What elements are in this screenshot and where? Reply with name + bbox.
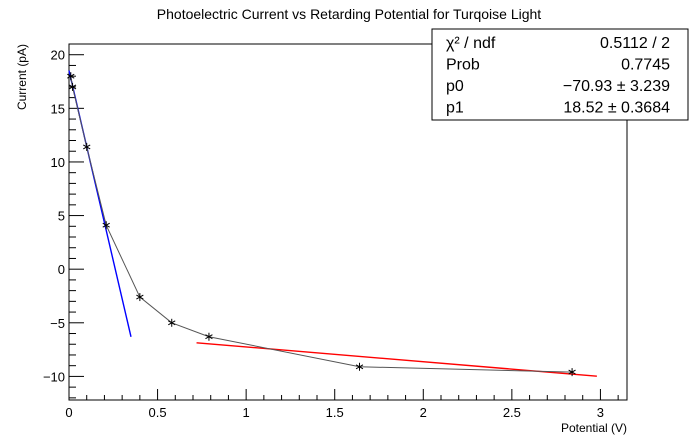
y-tick-label: −5 — [50, 316, 65, 331]
x-tick-label: 1.5 — [326, 405, 344, 420]
stats-label: p1 — [446, 100, 464, 117]
data-series — [67, 72, 576, 377]
data-point — [67, 72, 75, 81]
data-point — [205, 332, 213, 341]
data-point — [568, 368, 576, 377]
axis-ticks — [68, 43, 619, 400]
data-point — [68, 82, 77, 91]
data-point — [102, 221, 110, 230]
y-tick-label: 20 — [51, 48, 65, 63]
stats-value: 18.52 ± 0.3684 — [563, 100, 670, 117]
x-tick-label: 0 — [65, 405, 72, 420]
stats-label: p0 — [446, 78, 464, 95]
x-tick-labels: 0 0.5 1 1.5 2 2.5 3 — [65, 405, 604, 420]
y-tick-label: 10 — [51, 155, 65, 170]
y-tick-label: 15 — [51, 101, 65, 116]
data-point — [355, 362, 364, 371]
x-tick-label: 2.5 — [503, 405, 521, 420]
data-point — [136, 293, 144, 302]
x-tick-label: 3 — [597, 405, 604, 420]
y-tick-labels: −10 −5 0 5 10 15 20 — [43, 48, 65, 385]
data-point — [83, 142, 91, 151]
stats-value: 0.5112 / 2 — [600, 35, 670, 52]
y-tick-label: 0 — [58, 262, 65, 277]
x-tick-label: 1 — [243, 405, 250, 420]
y-tick-label: 5 — [58, 209, 65, 224]
y-axis-title: Current (pA) — [15, 44, 29, 110]
y-tick-label: −10 — [43, 369, 65, 384]
stats-label: χ² / ndf — [446, 35, 496, 52]
x-axis-title: Potential (V) — [561, 421, 627, 435]
stats-label: Prob — [446, 57, 480, 74]
stats-value: 0.7745 — [621, 57, 670, 74]
stats-value: −70.93 ± 3.239 — [563, 78, 670, 95]
data-point — [168, 318, 176, 327]
stats-box-frame — [431, 28, 689, 121]
series-line — [70, 76, 573, 373]
fit-stats-box: χ² / ndf 0.5112 / 2 Prob 0.7745 p0 −70.93 ± 3… — [431, 28, 689, 121]
chart-title: Photoelectric Current vs Retarding Poten… — [157, 6, 542, 22]
x-tick-label: 2 — [420, 405, 427, 420]
x-tick-label: 0.5 — [149, 405, 167, 420]
plot-frame — [68, 43, 628, 401]
